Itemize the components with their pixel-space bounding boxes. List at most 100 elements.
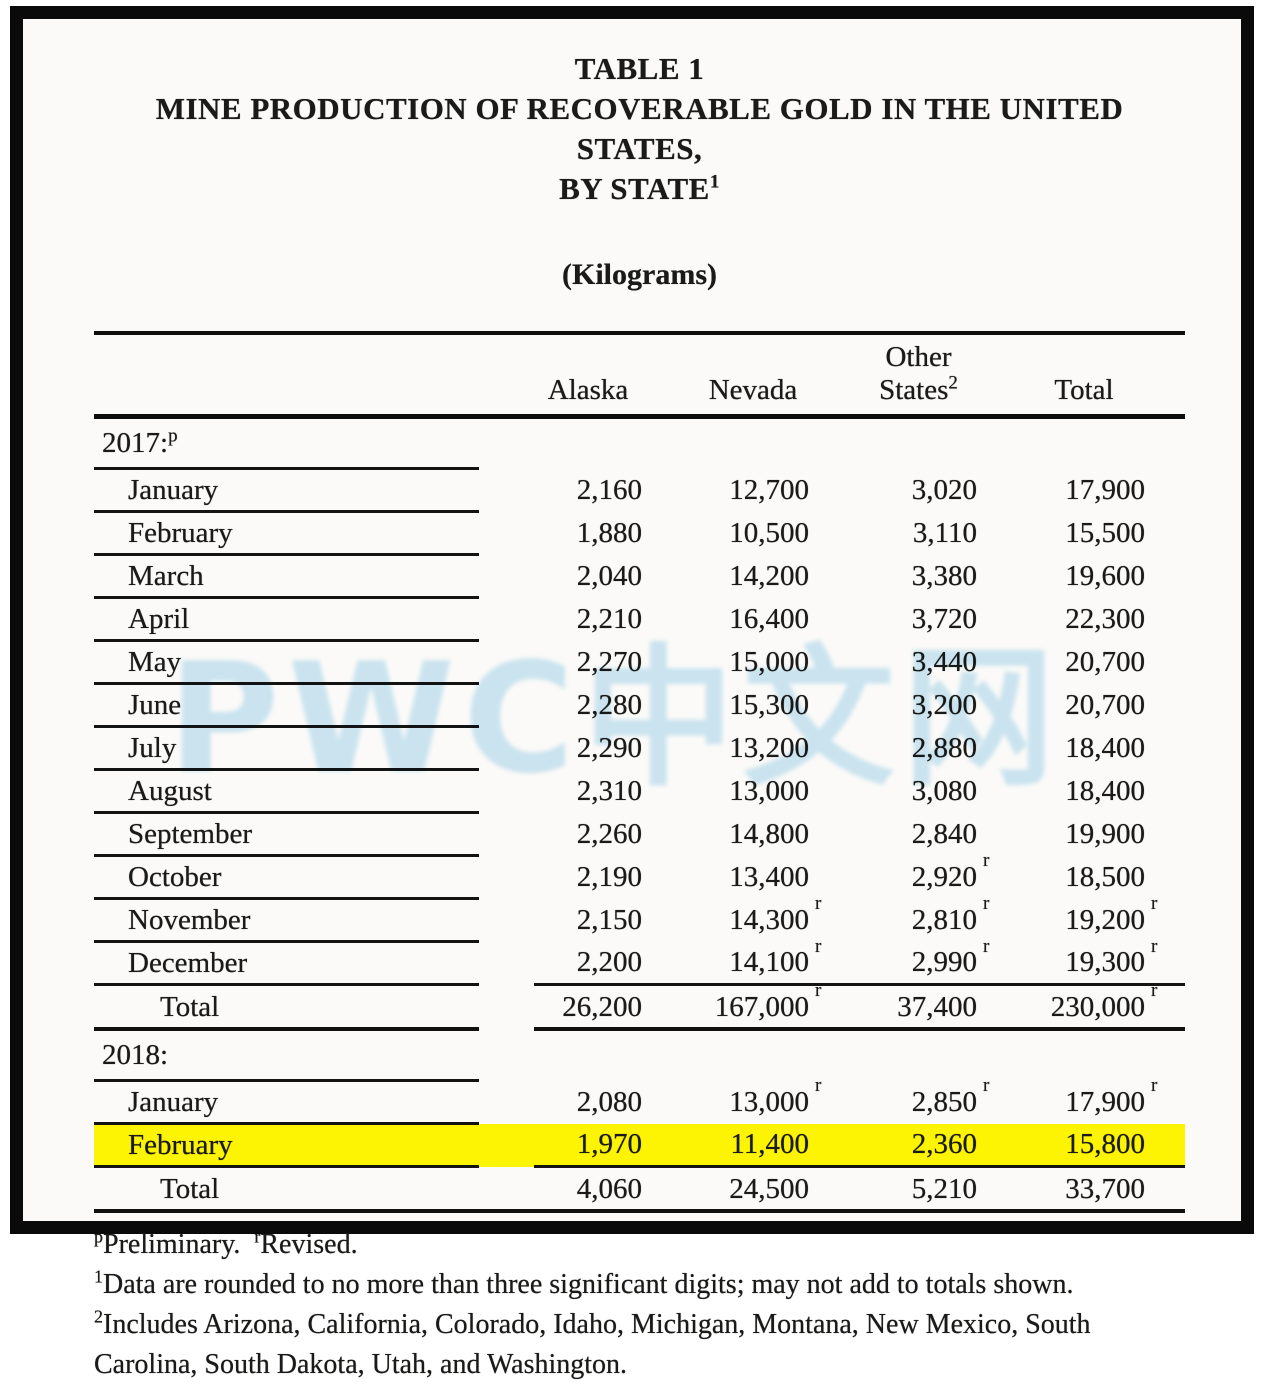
- cell-value: 13,000: [729, 1086, 809, 1118]
- cell-value: 14,200: [729, 560, 809, 592]
- cell-value: 3,080: [911, 775, 977, 807]
- cell-value: 2,210: [576, 603, 642, 635]
- scanned-document-page: TABLE 1 MINE PRODUCTION OF RECOVERABLE G…: [23, 19, 1241, 1380]
- document-subtitle: BY STATE1: [94, 169, 1185, 209]
- month-row: April 2,210 16,400 3,720 22,300: [94, 597, 1185, 642]
- header-text: Nevada: [708, 374, 798, 406]
- cell-value: 13,000: [729, 775, 809, 807]
- value-cell: 2,290: [534, 727, 697, 770]
- value-cell: 11,400: [697, 1123, 860, 1167]
- cell-value: 5,210: [911, 1172, 977, 1205]
- value-cell: 2,160: [534, 469, 697, 512]
- value-cell: 13,200: [697, 727, 860, 770]
- footnote: pPreliminary. rRevised.: [94, 1225, 1164, 1265]
- row-label-column-header: [94, 333, 479, 419]
- month-row: January 2,160 12,700 3,020 17,900: [94, 468, 1185, 513]
- cell-value: 2,040: [576, 560, 642, 592]
- value-cell: 18,500: [1023, 856, 1185, 899]
- preliminary-marker: p: [168, 425, 178, 447]
- value-cell: 2,080: [534, 1081, 697, 1124]
- header-line2: Alaska: [534, 374, 642, 407]
- cell-value: 19,600: [1065, 560, 1145, 592]
- spacer-cell: [479, 1081, 534, 1124]
- cell-value: 13,200: [729, 732, 809, 764]
- spacer-cell: [479, 727, 534, 770]
- cell-value: 3,440: [911, 646, 977, 678]
- header-footnote-marker: 2: [948, 372, 958, 394]
- cell-value: 15,500: [1065, 517, 1145, 549]
- spacer-column-header: [479, 333, 534, 419]
- total-label: Total: [94, 1166, 479, 1213]
- subtitle-footnote-marker: 1: [709, 171, 720, 193]
- cell-value: 16,400: [729, 603, 809, 635]
- value-cell: 5,210: [860, 1165, 1023, 1213]
- month-row: December 2,200 14,100r 2,990r 19,300r: [94, 935, 1185, 986]
- section-year-label: 2017:p: [94, 416, 479, 470]
- empty-cell: [697, 417, 860, 469]
- cell-value: 18,400: [1065, 775, 1145, 807]
- cell-value: 19,200: [1065, 904, 1145, 936]
- value-cell: 3,020: [860, 469, 1023, 512]
- month-row: September 2,260 14,800 2,840 19,900: [94, 812, 1185, 857]
- cell-value: 2,190: [576, 861, 642, 893]
- cell-value: 230,000: [1050, 990, 1145, 1023]
- spacer-cell: [479, 770, 534, 813]
- highlighted-month-row: February 1,970 11,400 2,360 15,800: [94, 1123, 1185, 1168]
- cell-value: 2,260: [576, 818, 642, 850]
- header-line2: Nevada: [697, 374, 809, 407]
- header-line2: Total: [1023, 374, 1145, 407]
- cell-value: 2,360: [911, 1128, 977, 1161]
- value-cell: 3,380: [860, 555, 1023, 598]
- value-cell: 2,840: [860, 813, 1023, 856]
- value-cell: 33,700: [1023, 1165, 1185, 1213]
- month-row: November 2,150 14,300r 2,810r 19,200r: [94, 893, 1185, 943]
- value-cell: 3,440: [860, 641, 1023, 684]
- cell-value: 2,850: [911, 1086, 977, 1118]
- units-caption: (Kilograms): [562, 258, 717, 291]
- value-cell: 20,700: [1023, 684, 1185, 727]
- section-header-row: 2017:p: [94, 416, 1185, 470]
- value-cell: 24,500: [697, 1165, 860, 1213]
- value-cell: 2,360: [860, 1123, 1023, 1167]
- empty-cell: [697, 1029, 860, 1081]
- spacer-cell: [479, 942, 534, 985]
- spacer-cell: [479, 1029, 534, 1081]
- value-cell: 17,900: [1023, 469, 1185, 512]
- value-cell: 3,080: [860, 770, 1023, 813]
- spacer-cell: [479, 512, 534, 555]
- month-row: February 1,880 10,500 3,110 15,500: [94, 511, 1185, 556]
- column-header-row: Alaska Nevada Other States2 Total: [94, 333, 1185, 419]
- spacer-cell: [479, 417, 534, 469]
- footnotes-block: pPreliminary. rRevised. 1Data are rounded…: [94, 1225, 1164, 1385]
- cell-value: 4,060: [576, 1172, 642, 1205]
- cell-value: 37,400: [897, 990, 977, 1023]
- cell-value: 2,840: [911, 818, 977, 850]
- value-cell: 19,200r: [1065, 893, 1158, 936]
- spacer-cell: [479, 899, 534, 942]
- footnote: 2Includes Arizona, California, Colorado,…: [94, 1305, 1164, 1385]
- month-label: June: [94, 683, 479, 728]
- value-cell: 230,000r: [1023, 981, 1185, 1031]
- cell-value: 2,160: [576, 474, 642, 506]
- value-cell: 2,990r: [911, 935, 990, 979]
- total-row: Total 4,060 24,500 5,210 33,700: [94, 1165, 1185, 1213]
- value-cell: 2,810r: [911, 893, 990, 936]
- year-text: 2017:: [102, 427, 169, 459]
- value-cell: 26,200: [534, 983, 697, 1031]
- column-header-nevada: Nevada: [697, 333, 860, 419]
- value-cell: 14,100r: [729, 935, 822, 979]
- cell-value: 20,700: [1065, 646, 1145, 678]
- cell-value: 2,150: [576, 904, 642, 936]
- year-text: 2018:: [102, 1039, 169, 1071]
- spacer-cell: [479, 469, 534, 512]
- cell-value: 15,300: [729, 689, 809, 721]
- cell-value: 12,700: [729, 474, 809, 506]
- value-cell: 13,000r: [729, 1075, 822, 1118]
- value-cell: 2,880: [860, 727, 1023, 770]
- cell-value: 19,300: [1065, 946, 1145, 979]
- document-title: MINE PRODUCTION OF RECOVERABLE GOLD IN T…: [155, 91, 1124, 166]
- spacer-cell: [479, 985, 534, 1030]
- cell-value: 18,400: [1065, 732, 1145, 764]
- value-cell: 14,200: [697, 555, 860, 598]
- value-cell: 13,400: [697, 856, 860, 899]
